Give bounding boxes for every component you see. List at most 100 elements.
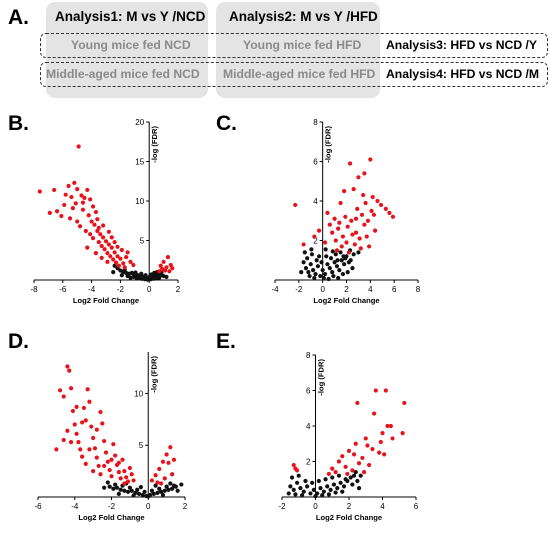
significant-gene-point bbox=[301, 242, 306, 247]
nonsignificant-gene-point bbox=[157, 486, 162, 491]
significant-gene-point bbox=[88, 197, 93, 202]
significant-gene-point bbox=[89, 219, 94, 224]
significant-gene-point bbox=[370, 194, 375, 200]
nonsignificant-gene-point bbox=[164, 274, 169, 279]
significant-gene-point bbox=[353, 230, 359, 235]
significant-gene-point bbox=[92, 446, 98, 451]
nonsignificant-gene-point bbox=[170, 486, 175, 491]
significant-gene-point bbox=[103, 450, 109, 455]
x-tick-label: 4 bbox=[380, 502, 385, 511]
nonsignificant-gene-point bbox=[338, 250, 343, 255]
significant-gene-point bbox=[105, 259, 110, 264]
nonsignificant-gene-point bbox=[116, 491, 121, 496]
nonsignificant-gene-point bbox=[339, 258, 344, 263]
significant-gene-point bbox=[74, 431, 79, 436]
x-tick-label: 4 bbox=[368, 285, 373, 294]
y-tick-label: 4 bbox=[306, 422, 311, 431]
significant-gene-point bbox=[168, 445, 173, 450]
nonsignificant-gene-point bbox=[311, 487, 316, 492]
significant-gene-point bbox=[369, 208, 374, 213]
y-axis-label: -log (FDR) bbox=[149, 356, 158, 393]
x-tick-label: 2 bbox=[347, 502, 352, 511]
nonsignificant-gene-point bbox=[113, 482, 118, 487]
y-axis-label: -log (FDR) bbox=[317, 359, 326, 396]
significant-gene-point bbox=[93, 251, 99, 256]
significant-gene-point bbox=[95, 217, 100, 222]
panel-label-c: C. bbox=[216, 112, 237, 135]
significant-gene-point bbox=[65, 364, 70, 369]
analysis2-box bbox=[216, 2, 380, 98]
nonsignificant-gene-point bbox=[351, 473, 357, 478]
significant-gene-point bbox=[83, 418, 88, 423]
nonsignificant-gene-point bbox=[341, 254, 346, 259]
nonsignificant-gene-point bbox=[296, 473, 301, 478]
nonsignificant-gene-point bbox=[348, 258, 353, 263]
significant-gene-point bbox=[390, 214, 396, 219]
significant-gene-point bbox=[322, 240, 328, 245]
significant-gene-point bbox=[75, 187, 80, 192]
x-tick-label: 2 bbox=[344, 285, 349, 294]
significant-gene-point bbox=[91, 435, 96, 441]
y-tick-label: 2 bbox=[306, 458, 311, 467]
panel-label-e: E. bbox=[216, 330, 236, 353]
significant-gene-point bbox=[109, 245, 114, 250]
significant-gene-point bbox=[293, 202, 298, 208]
x-tick-label: -2 bbox=[278, 502, 286, 511]
nonsignificant-gene-point bbox=[312, 275, 317, 281]
significant-gene-point bbox=[350, 232, 355, 237]
nonsignificant-gene-point bbox=[142, 489, 147, 494]
significant-gene-point bbox=[358, 246, 363, 251]
nonsignificant-gene-point bbox=[127, 485, 132, 490]
significant-gene-point bbox=[70, 408, 76, 414]
significant-gene-point bbox=[70, 206, 75, 211]
nonsignificant-gene-point bbox=[139, 271, 144, 276]
nonsignificant-gene-point bbox=[114, 485, 120, 490]
nonsignificant-gene-point bbox=[315, 264, 320, 269]
significant-gene-point bbox=[90, 204, 96, 209]
nonsignificant-gene-point bbox=[157, 275, 162, 280]
significant-gene-point bbox=[316, 228, 322, 233]
significant-gene-point bbox=[59, 213, 64, 219]
significant-gene-point bbox=[61, 394, 66, 399]
significant-gene-point bbox=[54, 209, 60, 214]
significant-gene-point bbox=[106, 242, 111, 247]
x-tick-label: 6 bbox=[392, 285, 397, 294]
significant-gene-point bbox=[116, 470, 121, 475]
nonsignificant-gene-point bbox=[151, 491, 156, 496]
significant-gene-point bbox=[157, 269, 162, 274]
significant-gene-point bbox=[91, 469, 96, 474]
nonsignificant-gene-point bbox=[111, 270, 116, 275]
significant-gene-point bbox=[88, 232, 93, 237]
nonsignificant-gene-point bbox=[149, 488, 155, 493]
analysis4-label: Analysis4: HFD vs NCD /M bbox=[386, 67, 540, 81]
x-tick-label: -4 bbox=[271, 285, 279, 294]
significant-gene-point bbox=[69, 194, 74, 200]
nonsignificant-gene-point bbox=[336, 473, 342, 478]
significant-gene-point bbox=[164, 452, 169, 457]
significant-gene-point bbox=[105, 459, 110, 464]
nonsignificant-gene-point bbox=[335, 258, 340, 263]
nonsignificant-gene-point bbox=[308, 491, 313, 496]
nonsignificant-gene-point bbox=[325, 484, 330, 489]
significant-gene-point bbox=[161, 259, 166, 264]
nonsignificant-gene-point bbox=[143, 273, 148, 278]
significant-gene-point bbox=[149, 478, 155, 483]
significant-gene-point bbox=[76, 144, 81, 149]
significant-gene-point bbox=[118, 476, 123, 481]
x-tick-label: -8 bbox=[30, 285, 38, 294]
nonsignificant-gene-point bbox=[334, 264, 340, 269]
nonsignificant-gene-point bbox=[345, 270, 350, 275]
significant-gene-point bbox=[80, 207, 86, 212]
significant-gene-point bbox=[340, 234, 346, 239]
significant-gene-point bbox=[355, 400, 360, 406]
nonsignificant-gene-point bbox=[358, 473, 363, 478]
nonsignificant-gene-point bbox=[330, 249, 335, 254]
significant-gene-point bbox=[330, 230, 335, 235]
significant-gene-point bbox=[122, 469, 127, 474]
significant-gene-point bbox=[83, 461, 88, 466]
significant-gene-point bbox=[359, 212, 365, 217]
x-axis-label: Log2 Fold Change bbox=[313, 296, 379, 305]
nonsignificant-gene-point bbox=[313, 271, 318, 277]
nonsignificant-gene-point bbox=[125, 489, 131, 494]
